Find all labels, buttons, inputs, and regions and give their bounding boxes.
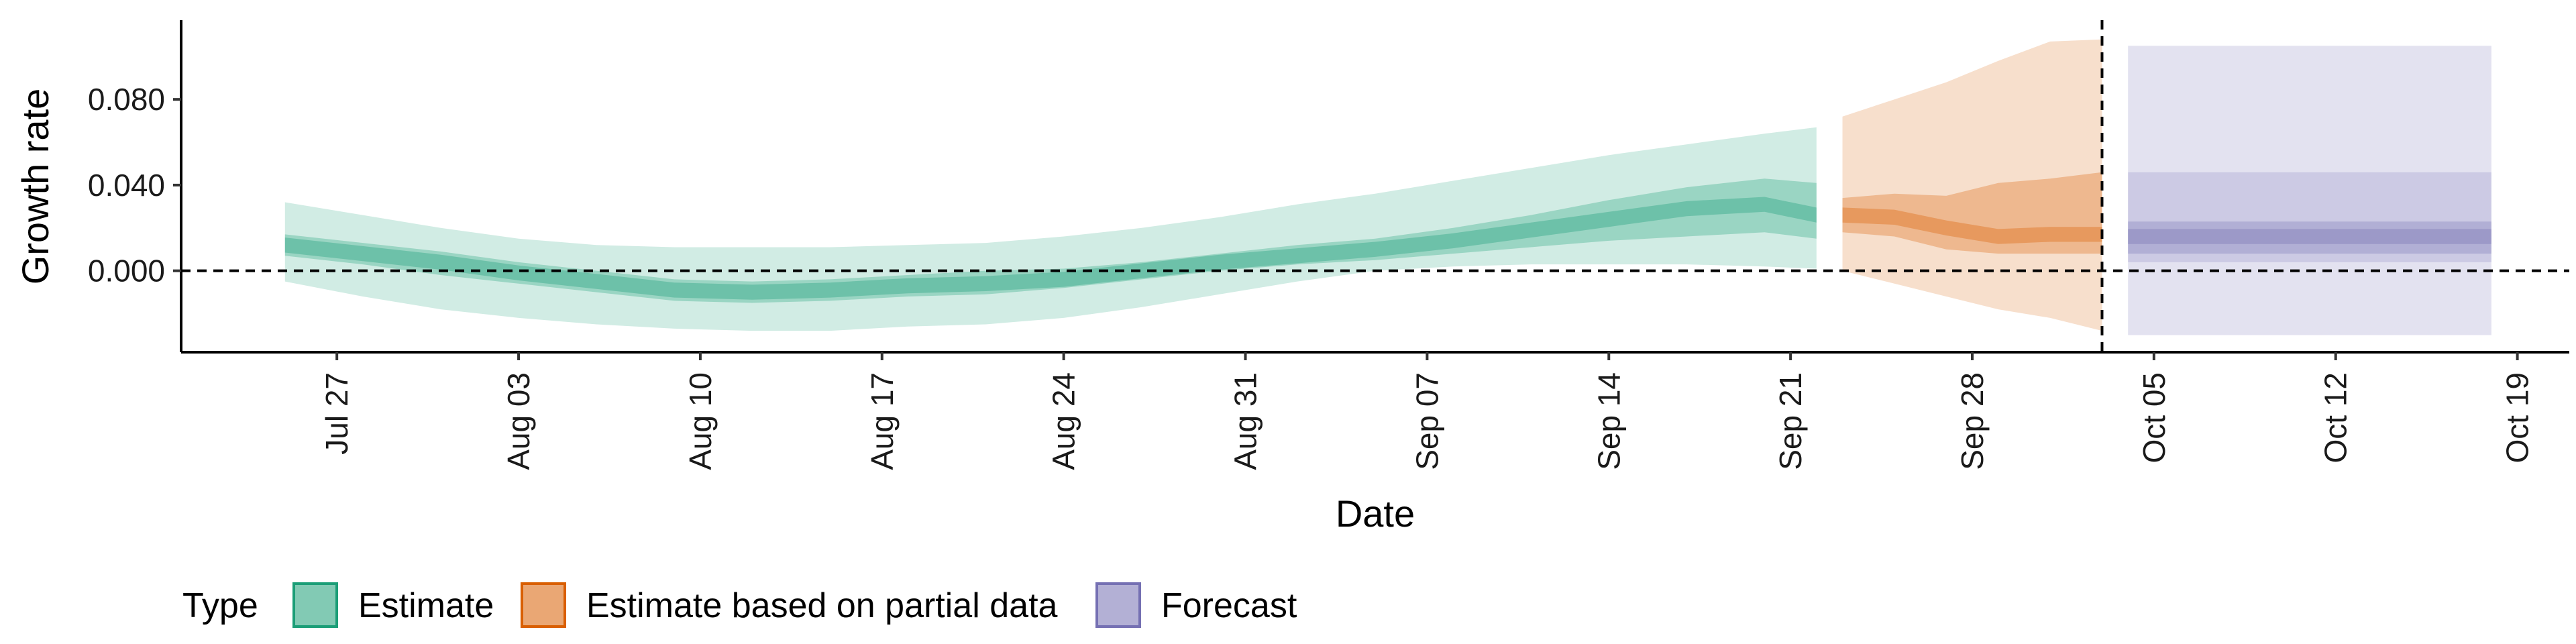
partial-ribbon-90 <box>1842 39 2102 331</box>
legend-key-partial <box>521 582 566 628</box>
x-tick-label: Oct 19 <box>2500 372 2535 464</box>
forecast-ribbon-90 <box>2128 46 2491 335</box>
axes: 0.000 0.040 0.080 Jul 27 Aug 03 Aug 10 Aug 17 A… <box>88 20 2569 470</box>
x-tick-label: Jul 27 <box>319 372 354 455</box>
x-tick-label: Oct 05 <box>2137 372 2171 464</box>
legend-key-estimate <box>292 582 338 628</box>
x-tick-label: Sep 14 <box>1591 372 1626 470</box>
x-tick-label: Aug 24 <box>1046 372 1081 470</box>
y-axis-title: Growth rate <box>14 89 56 285</box>
forecast-median-band <box>2128 229 2491 244</box>
y-tick-label: 0.000 <box>88 254 165 288</box>
estimate-ribbon-90 <box>284 127 1817 331</box>
partial-ribbon-50 <box>1842 172 2102 254</box>
ribbon-layer <box>284 39 2491 335</box>
partial-median-band <box>1842 207 2102 244</box>
x-tick-label: Sep 21 <box>1773 372 1808 470</box>
y-tick-label: 0.080 <box>88 82 165 117</box>
x-tick-label: Sep 07 <box>1409 372 1444 470</box>
x-tick-label: Aug 10 <box>683 372 718 470</box>
forecast-ribbon-50 <box>2128 221 2491 254</box>
legend-label-partial: Estimate based on partial data <box>586 586 1058 625</box>
x-tick-label: Aug 03 <box>501 372 536 470</box>
legend-key-forecast <box>1095 582 1141 628</box>
legend: Type Estimate Estimate based on partial d… <box>182 582 1297 628</box>
x-tick-label: Aug 17 <box>865 372 900 470</box>
legend-label-forecast: Forecast <box>1161 586 1297 625</box>
reference-lines <box>181 20 2569 352</box>
forecast-ribbon-80 <box>2128 172 2491 262</box>
x-tick-label: Aug 31 <box>1228 372 1263 470</box>
x-axis-title: Date <box>1336 492 1415 535</box>
legend-title: Type <box>182 586 258 625</box>
estimate-median-band <box>284 197 1817 300</box>
x-tick-label: Sep 28 <box>1955 372 1990 470</box>
legend-label-estimate: Estimate <box>358 586 494 625</box>
y-tick-label: 0.040 <box>88 168 165 203</box>
x-tick-label: Oct 12 <box>2318 372 2353 464</box>
estimate-ribbon-50 <box>284 178 1817 303</box>
